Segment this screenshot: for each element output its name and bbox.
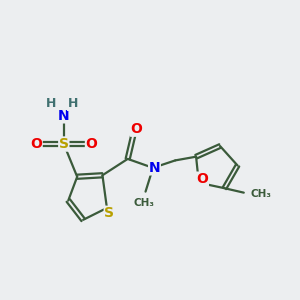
Text: N: N bbox=[58, 109, 70, 123]
Text: H: H bbox=[68, 98, 78, 110]
Text: O: O bbox=[30, 137, 42, 151]
Text: N: N bbox=[148, 161, 160, 175]
Text: O: O bbox=[196, 172, 208, 186]
Text: S: S bbox=[59, 137, 69, 151]
Text: O: O bbox=[85, 137, 98, 151]
Text: S: S bbox=[104, 206, 114, 220]
Text: H: H bbox=[46, 98, 56, 110]
Text: CH₃: CH₃ bbox=[134, 198, 154, 208]
Text: O: O bbox=[131, 122, 142, 136]
Text: CH₃: CH₃ bbox=[250, 189, 271, 199]
